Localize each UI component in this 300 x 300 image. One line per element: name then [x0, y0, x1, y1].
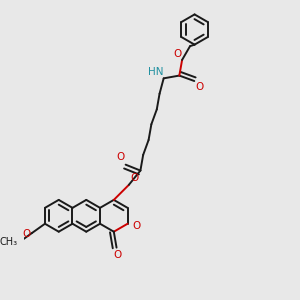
Text: O: O: [114, 250, 122, 260]
Text: CH₃: CH₃: [0, 237, 18, 247]
Text: O: O: [130, 173, 139, 183]
Text: O: O: [196, 82, 204, 92]
Text: O: O: [173, 49, 181, 59]
Text: O: O: [22, 229, 31, 238]
Text: HN: HN: [148, 67, 163, 77]
Text: O: O: [116, 152, 124, 163]
Text: O: O: [133, 221, 141, 231]
